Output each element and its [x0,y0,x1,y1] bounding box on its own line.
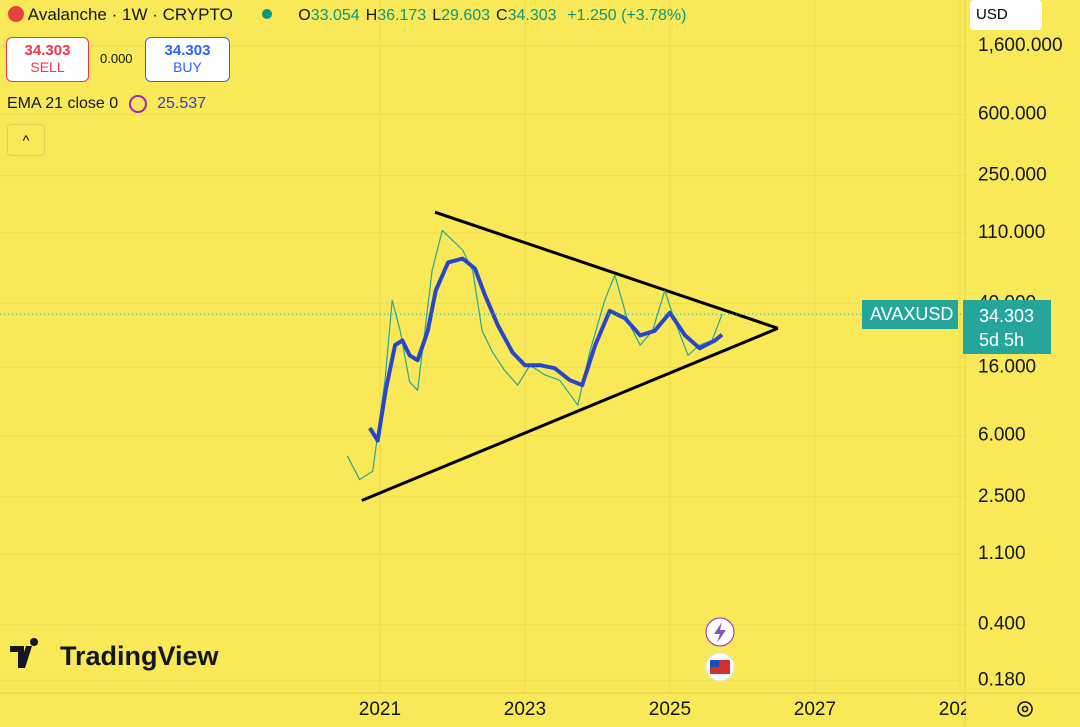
y-tick-label: 6.000 [978,425,1026,446]
trendline [361,326,779,502]
price-tag: AVAXUSD 34.303 5d 5h [862,300,1056,355]
buy-button[interactable]: 34.303 BUY [145,37,230,82]
symbol-info: Avalanche · 1W · CRYPTO O33.054 H36.173 L2… [8,5,686,25]
buy-price: 34.303 [164,42,211,59]
sell-label: SELL [30,59,65,75]
x-tick-label: 2021 [359,699,401,720]
ohlc-value: 29.603 [441,7,491,24]
tag-price-box: 34.303 5d 5h [963,300,1051,355]
tag-symbol: AVAXUSD [862,300,958,330]
ohlc-key: L [432,7,442,24]
x-tick-label: 2027 [794,699,836,720]
x-tick-label: 2025 [649,699,691,720]
symbol: Avalanche · 1W · CRYPTO [27,5,233,24]
ohlc-value: 34.303 [507,7,557,24]
indicator: EMA 21 close 0 25.537 [7,95,206,113]
ohlc-key: C [496,7,508,24]
ohlc-value: 36.173 [377,7,427,24]
change: +1.250 (+3.78%) [567,7,687,24]
price-line [346,229,723,481]
tag-countdown: 5d 5h [979,330,1025,351]
currency[interactable]: USD [970,0,1042,30]
y-tick-label: 1,600.000 [978,35,1063,56]
collapse-button[interactable]: ^ [7,124,45,156]
y-tick-label: 250.000 [978,165,1047,186]
y-tick-label: 600.000 [978,104,1047,125]
y-tick-label: 16.000 [978,356,1036,377]
trendline [434,210,779,330]
settings-icon[interactable] [1017,701,1033,717]
y-tick-label: 0.180 [978,669,1026,690]
brand: TradingView [60,641,220,671]
tradingview-logo: TradingView [10,638,220,671]
indicator-value: 25.537 [157,95,207,112]
y-tick-label: 110.000 [978,222,1045,243]
y-tick-label: 0.400 [978,614,1026,635]
sell-price: 34.303 [24,42,71,59]
spread: 0.000 [100,51,133,66]
indicator-name: EMA 21 close 0 [7,95,119,112]
ema-line [368,256,724,443]
y-tick-label: 1.100 [978,543,1026,564]
tag-price: 34.303 [979,306,1035,327]
ohlc-key: O [298,7,311,24]
plot-area [0,0,965,693]
buy-label: BUY [173,59,202,75]
x-tick-label: 2023 [504,699,546,720]
sell-button[interactable]: 34.303 SELL [6,37,89,82]
ohlc-value: 33.054 [310,7,360,24]
y-tick-label: 2.500 [978,486,1026,507]
ohlc-key: H [365,7,378,24]
news-icons [705,617,735,682]
